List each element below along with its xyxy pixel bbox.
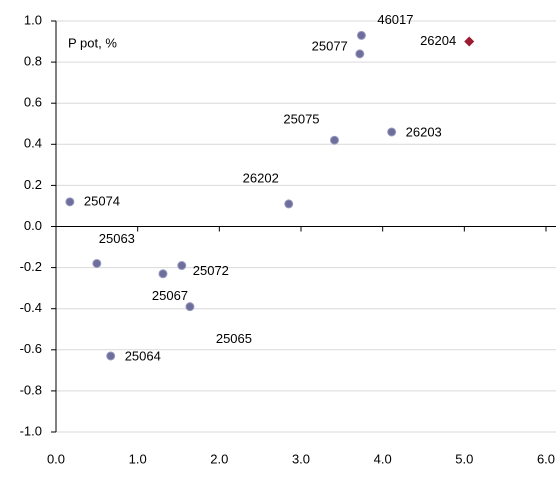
data-label: 26204	[420, 33, 456, 48]
data-label: 25067	[152, 288, 188, 303]
data-label: 25074	[84, 193, 120, 208]
point	[177, 261, 187, 271]
data-label: 46017	[377, 12, 413, 27]
point	[284, 199, 294, 209]
y-tick-label: -0.6	[20, 341, 42, 356]
y-tick-label: 0.4	[24, 136, 42, 151]
point	[355, 49, 365, 59]
x-tick-label: 1.0	[129, 451, 147, 466]
y-tick-label: -0.2	[20, 259, 42, 274]
y-tick-label: 0.2	[24, 177, 42, 192]
point	[158, 269, 168, 279]
data-label: 25064	[125, 348, 161, 363]
x-tick-label: 2.0	[210, 451, 228, 466]
y-tick-label: 1.0	[24, 12, 42, 27]
data-label: 25063	[99, 231, 135, 246]
y-tick-label: 0.8	[24, 54, 42, 69]
x-tick-label: 5.0	[455, 451, 473, 466]
y-tick-label: -1.0	[20, 423, 42, 438]
data-label: 25065	[216, 331, 252, 346]
point	[387, 127, 397, 137]
data-label: 25075	[283, 112, 319, 127]
data-label: 25077	[312, 38, 348, 53]
point	[106, 351, 116, 361]
point	[185, 302, 195, 312]
point	[356, 30, 366, 40]
data-label: 25072	[193, 263, 229, 278]
x-tick-label: 3.0	[292, 451, 310, 466]
y-tick-label: 0.6	[24, 95, 42, 110]
point	[92, 258, 102, 268]
point	[329, 135, 339, 145]
data-label: 26202	[243, 170, 279, 185]
point	[65, 197, 75, 207]
x-tick-label: 6.0	[537, 451, 555, 466]
y-tick-label: 0.0	[24, 218, 42, 233]
point	[464, 36, 475, 47]
data-label: 26203	[406, 124, 442, 139]
axis-title: P pot, %	[68, 35, 117, 50]
x-tick-label: 4.0	[374, 451, 392, 466]
y-tick-label: -0.4	[20, 300, 42, 315]
x-tick-label: 0.0	[47, 451, 65, 466]
y-tick-label: -0.8	[20, 382, 42, 397]
